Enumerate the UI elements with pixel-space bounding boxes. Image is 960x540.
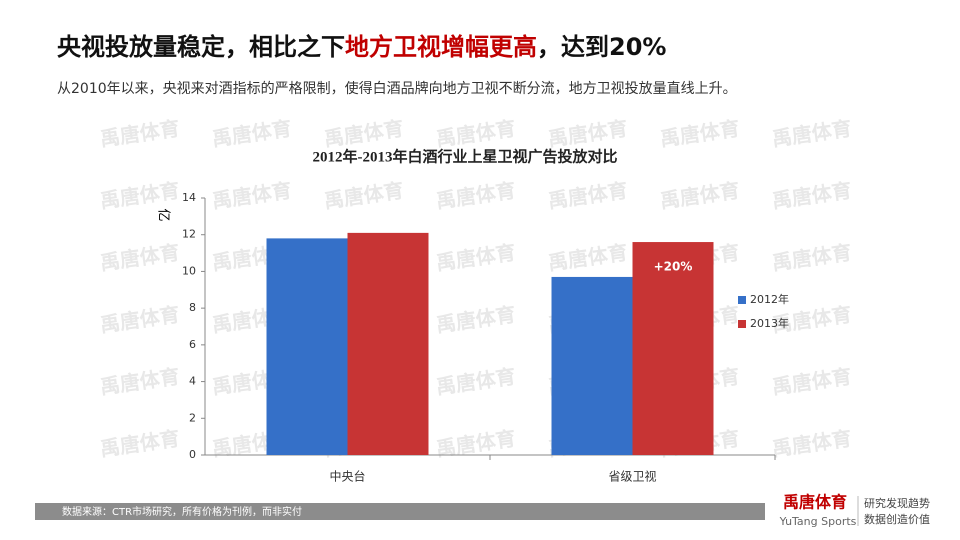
slide-title: 央视投放量稳定，相比之下地方卫视增幅更高，达到20% [57,33,666,61]
logo-english: YuTang Sports [779,515,857,528]
footer-bar [35,503,765,520]
legend-label: 2013年 [750,316,789,330]
logo-name: 禹唐体育 [783,493,847,512]
y-tick-label: 4 [189,375,196,388]
bar [266,238,348,455]
annotation: +20% [654,260,693,274]
y-tick-label: 14 [182,191,196,204]
chart-title: 2012年-2013年白酒行业上星卫视广告投放对比 [313,147,618,165]
x-tick-label: 省级卫视 [608,469,656,484]
y-tick-label: 8 [189,301,196,314]
legend-label: 2012年 [750,292,789,306]
legend-swatch [738,296,746,304]
y-tick-label: 0 [189,448,196,461]
y-tick-label: 10 [182,264,196,277]
legend-swatch [738,320,746,328]
title-part: ，达到20% [537,33,666,61]
subtitle: 从2010年以来，央视来对酒指标的严格限制，使得白酒品牌向地方卫视不断分流，地方… [57,80,737,97]
footer-source: 数据来源：CTR市场研究，所有价格为刊例，而非实付 [62,505,302,518]
y-tick-label: 2 [189,411,196,424]
title-part: 央视投放量稳定，相比之下 [57,33,345,61]
bar [632,242,714,455]
logo-slogan: 数据创造价值 [864,512,930,526]
chart: 0 2 4 6 8 10 12 14 中央台 省级卫视 +20% 2012年 2013年 [182,191,789,484]
logo-slogan: 研究发现趋势 [864,496,930,510]
y-tick-label: 12 [182,228,196,241]
x-tick-label: 中央台 [329,469,365,484]
bar [551,276,633,455]
title-highlight: 地方卫视增幅更高 [345,33,537,61]
y-axis-label: 亿 [156,208,171,221]
y-tick-label: 6 [189,338,196,351]
bar [347,232,429,455]
